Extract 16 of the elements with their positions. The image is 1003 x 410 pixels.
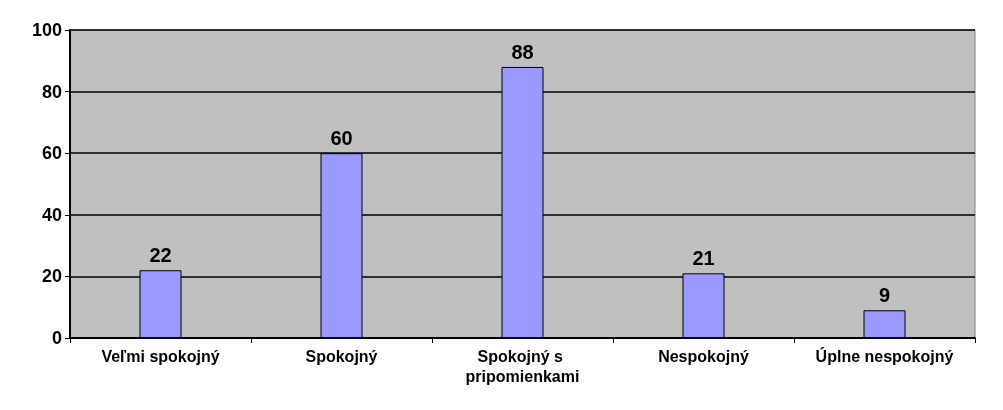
data-label: 21 bbox=[692, 247, 715, 270]
x-tick-label: Veľmi spokojný bbox=[101, 347, 220, 365]
x-tick-label: Nespokojný bbox=[658, 347, 749, 365]
y-tick-label: 40 bbox=[41, 204, 62, 225]
y-tick-label: 60 bbox=[41, 143, 62, 164]
y-tick-label: 80 bbox=[41, 81, 62, 102]
x-tick-label: Spokojný s pripomienkami bbox=[465, 347, 580, 385]
data-label: 9 bbox=[878, 284, 891, 307]
y-tick-label: 20 bbox=[41, 266, 62, 287]
x-tick-label: Spokojný bbox=[305, 347, 378, 365]
y-tick-label: 0 bbox=[51, 328, 62, 348]
x-tick-label: Úplne nespokojný bbox=[815, 346, 954, 365]
y-tick-label: 100 bbox=[31, 20, 62, 40]
data-label: 60 bbox=[330, 127, 353, 150]
data-label: 22 bbox=[149, 244, 172, 267]
data-label: 88 bbox=[511, 40, 534, 63]
